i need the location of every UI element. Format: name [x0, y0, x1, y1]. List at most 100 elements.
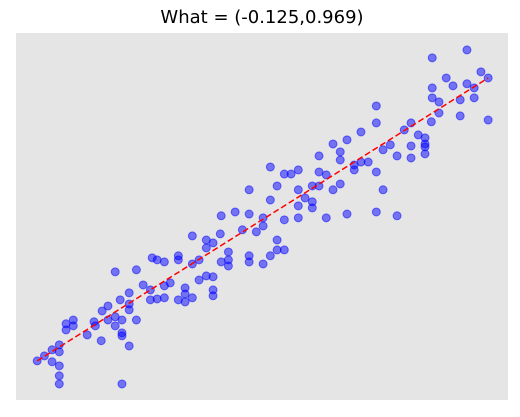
point: [335, 155, 345, 165]
point: [110, 267, 120, 277]
point: [476, 67, 486, 77]
point: [152, 294, 162, 304]
point: [131, 265, 141, 275]
point: [131, 315, 141, 325]
point: [82, 330, 92, 340]
point: [180, 297, 190, 307]
point: [215, 229, 225, 239]
point: [159, 293, 169, 303]
point: [314, 151, 324, 161]
point: [265, 195, 275, 205]
point: [349, 165, 359, 175]
point: [194, 275, 204, 285]
point: [47, 357, 57, 367]
point: [244, 257, 254, 267]
point: [356, 127, 366, 137]
point: [272, 181, 282, 191]
point: [208, 291, 218, 301]
point: [307, 203, 317, 213]
point: [426, 117, 436, 127]
point: [335, 179, 345, 189]
point: [272, 235, 282, 245]
point: [420, 149, 430, 159]
point: [244, 185, 254, 195]
point: [244, 209, 254, 219]
point: [483, 115, 493, 125]
point: [427, 83, 437, 93]
point: [371, 167, 381, 177]
point: [328, 185, 338, 195]
point: [258, 259, 268, 269]
point: [223, 247, 233, 257]
point: [124, 288, 134, 298]
point: [363, 157, 373, 167]
point: [371, 101, 381, 111]
point: [469, 93, 479, 103]
point: [201, 243, 211, 253]
point: [187, 293, 197, 303]
point: [265, 162, 275, 172]
point: [90, 321, 100, 331]
point: [378, 145, 388, 155]
point: [392, 211, 402, 221]
point: [54, 371, 64, 381]
point: [279, 215, 289, 225]
point: [462, 79, 472, 89]
point: [124, 341, 134, 351]
point: [110, 321, 120, 331]
point: [180, 289, 190, 299]
point: [392, 151, 402, 161]
point: [328, 139, 338, 149]
point: [187, 231, 197, 241]
point: [117, 379, 127, 389]
chart-title: What = (-0.125,0.969): [160, 7, 363, 28]
point: [138, 280, 148, 290]
point: [124, 305, 134, 315]
point: [371, 118, 381, 128]
point: [483, 73, 493, 83]
point: [441, 73, 451, 83]
point: [173, 251, 183, 261]
point: [420, 139, 430, 149]
point: [165, 278, 175, 288]
point: [251, 227, 261, 237]
point: [117, 331, 127, 341]
point: [321, 170, 331, 180]
point: [54, 379, 64, 389]
point: [469, 83, 479, 93]
point: [159, 257, 169, 267]
fit-line: [36, 77, 489, 362]
point: [117, 315, 127, 325]
point: [208, 272, 218, 282]
point: [115, 295, 125, 305]
point: [68, 321, 78, 331]
point: [293, 201, 303, 211]
point: [427, 93, 437, 103]
point: [96, 336, 106, 346]
point: [208, 238, 218, 248]
point: [462, 45, 472, 55]
point: [300, 193, 310, 203]
point: [335, 147, 345, 157]
point: [406, 153, 416, 163]
point: [371, 207, 381, 217]
point: [286, 169, 296, 179]
point: [223, 255, 233, 265]
point: [293, 213, 303, 223]
point: [265, 251, 275, 261]
point: [321, 213, 331, 223]
point: [378, 185, 388, 195]
point: [293, 165, 303, 175]
point: [342, 135, 352, 145]
point: [455, 111, 465, 121]
point: [427, 53, 437, 63]
point: [293, 185, 303, 195]
point: [448, 81, 458, 91]
point: [434, 108, 444, 118]
point: [342, 209, 352, 219]
point: [406, 141, 416, 151]
point: [54, 361, 64, 371]
point: [230, 207, 240, 217]
point: [385, 140, 395, 150]
